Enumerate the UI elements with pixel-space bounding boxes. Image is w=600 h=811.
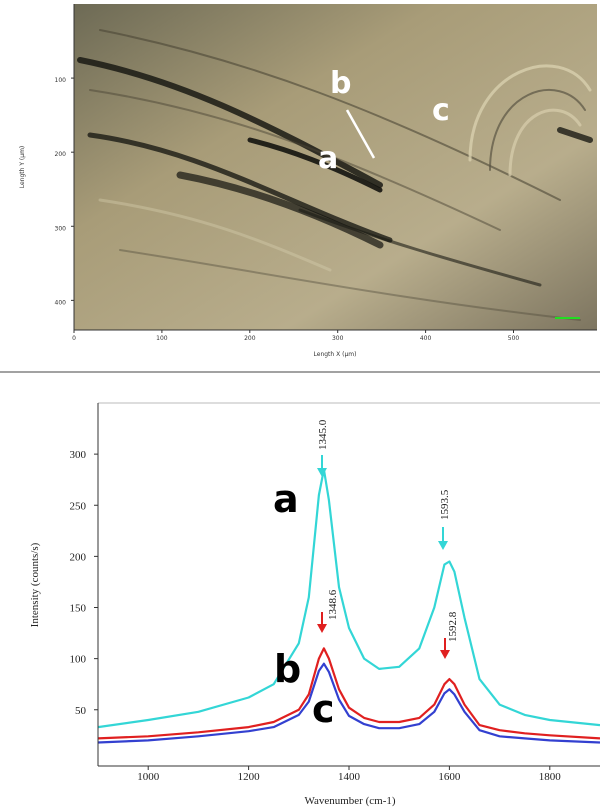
- x-tick-label: 1400: [338, 771, 361, 783]
- x-tick-label: 200: [244, 335, 256, 342]
- curve-label: a: [273, 477, 299, 521]
- y-tick-label: 100: [70, 654, 87, 666]
- peak-label: 1592.8: [447, 611, 459, 642]
- y-axis-title: Intensity (counts/s): [29, 542, 41, 627]
- spectrum: Wavenumber (cm-1) Intensity (counts/s) 1…: [29, 402, 600, 807]
- x-tick-label: 1200: [238, 771, 261, 783]
- series-line: [97, 662, 600, 744]
- y-tick-label: 100: [55, 77, 67, 84]
- x-tick-label: 100: [156, 335, 168, 342]
- region-label: c: [432, 93, 450, 128]
- y-tick-label: 400: [55, 299, 67, 306]
- micrograph: b c a Length X (µm) Length Y (µm): [19, 4, 597, 358]
- micrograph-texture: [77, 29, 593, 321]
- x-tick-label: 500: [508, 335, 520, 342]
- series-line: [97, 647, 600, 740]
- y-tick-label: 300: [70, 449, 87, 461]
- y-tick-label: 150: [70, 603, 87, 615]
- peak-label: 1345.0: [317, 419, 329, 450]
- peak-arrows: [317, 455, 450, 659]
- pointer-line: [345, 109, 376, 159]
- region-label: b: [330, 66, 351, 101]
- x-tick-label: 400: [420, 335, 432, 342]
- peak-label: 1593.5: [439, 489, 451, 520]
- y-tick-label: 250: [70, 500, 87, 512]
- y-tick-label: 200: [70, 551, 87, 563]
- x-tick-label: 0: [72, 335, 76, 342]
- x-tick-label: 1000: [137, 771, 160, 783]
- y-axis-title: Length Y (µm): [19, 146, 26, 189]
- y-tick-label: 50: [75, 705, 87, 717]
- x-tick-label: 1600: [438, 771, 461, 783]
- y-tick-label: 200: [55, 151, 67, 158]
- curve-label: b: [274, 647, 301, 691]
- y-tick-label: 300: [55, 225, 67, 232]
- curve-label: c: [312, 687, 335, 731]
- region-label: a: [318, 141, 338, 176]
- x-tick-label: 1800: [539, 771, 562, 783]
- peak-label: 1348.6: [327, 589, 339, 620]
- x-tick-label: 300: [332, 335, 344, 342]
- series-line: [97, 468, 600, 729]
- x-axis-title: Length X (µm): [314, 351, 357, 358]
- x-axis-title: Wavenumber (cm-1): [304, 795, 395, 807]
- curves: [97, 468, 600, 744]
